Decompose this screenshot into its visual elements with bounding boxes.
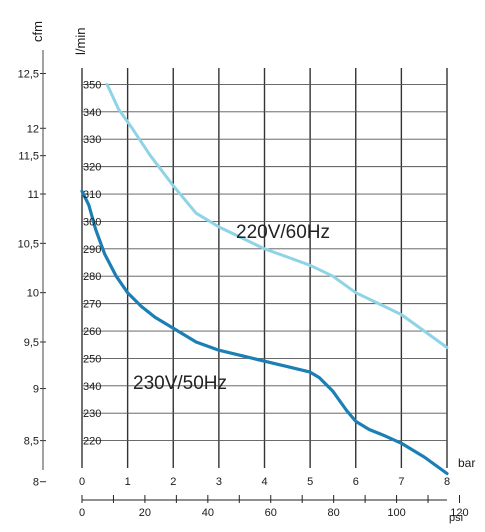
lmin-tick-label: 340	[83, 107, 101, 119]
psi-axis-title: psi	[449, 512, 463, 524]
bar-tick-label: 5	[307, 476, 313, 488]
cfm-tick-label: 9	[33, 384, 39, 396]
lmin-tick-label: 300	[83, 216, 101, 228]
lmin-tick-label: 320	[83, 162, 101, 174]
cfm-tick-label: 11,5	[18, 151, 39, 163]
lmin-tick-label: 340	[83, 381, 101, 393]
psi-tick-label: 0	[79, 507, 85, 519]
lmin-tick-label: 330	[83, 134, 101, 146]
lmin-tick-label: 350	[83, 79, 101, 91]
lmin-tick-label: 250	[83, 353, 101, 365]
cfm-axis-title: cfm	[30, 21, 45, 42]
axes: 3503403303203103002902802702602503402302…	[18, 50, 469, 519]
bar-tick-label: 3	[216, 476, 222, 488]
psi-tick-label: 100	[387, 507, 405, 519]
lmin-tick-label: 290	[83, 244, 101, 256]
cfm-tick-label: 12,5	[18, 68, 39, 80]
lmin-tick-label: 260	[83, 326, 101, 338]
bar-axis-title: bar	[458, 456, 475, 470]
grid	[81, 68, 448, 468]
lmin-tick-label: 230	[83, 408, 101, 420]
cfm-tick-label: 9,5	[24, 337, 39, 349]
cfm-tick-label: 8	[33, 477, 39, 489]
psi-tick-label: 80	[328, 507, 340, 519]
cfm-tick-label: 10,5	[18, 238, 39, 250]
lmin-tick-label: 310	[83, 189, 101, 201]
bar-tick-label: 7	[398, 476, 404, 488]
lmin-tick-label: 280	[83, 271, 101, 283]
series-label-230v: 230V/50Hz	[133, 373, 227, 394]
cfm-tick-label: 12	[27, 123, 39, 135]
lmin-axis-title: l/min	[73, 28, 88, 55]
bar-tick-label: 2	[170, 476, 176, 488]
lmin-tick-label: 220	[83, 436, 101, 448]
cfm-tick-label: 8,5	[24, 436, 39, 448]
bar-tick-label: 8	[444, 476, 450, 488]
psi-tick-label: 120	[450, 507, 468, 519]
series-label-220v: 220V/60Hz	[236, 222, 330, 243]
series-lines	[80, 82, 449, 476]
series-line-230v-50hz	[80, 189, 449, 476]
cfm-tick-label: 11	[28, 189, 39, 201]
bar-tick-label: 6	[353, 476, 359, 488]
psi-tick-label: 40	[202, 507, 214, 519]
bar-tick-label: 1	[125, 476, 131, 488]
bar-tick-label: 0	[79, 476, 85, 488]
psi-tick-label: 20	[139, 507, 151, 519]
series-line-220v-60hz	[105, 82, 449, 349]
lmin-tick-label: 270	[83, 299, 101, 311]
bar-tick-label: 4	[261, 476, 267, 488]
psi-tick-label: 60	[265, 507, 277, 519]
cfm-tick-label: 10	[27, 288, 39, 300]
